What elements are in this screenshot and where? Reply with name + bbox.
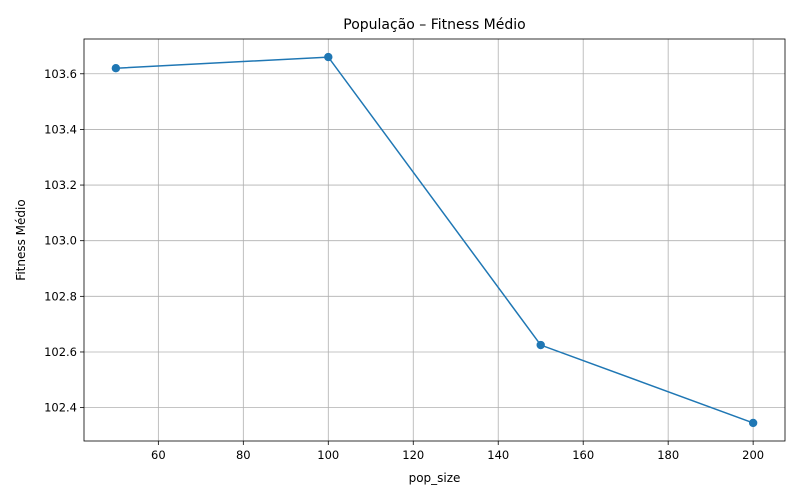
x-tick-label: 120: [402, 448, 424, 462]
x-tick-label: 100: [317, 448, 339, 462]
y-tick-label: 103.6: [44, 67, 77, 81]
plot-frame: [83, 38, 786, 442]
y-tick-label: 102.8: [44, 289, 77, 303]
data-point: [324, 52, 333, 62]
y-tick-label: 103.0: [44, 234, 77, 248]
data-point: [536, 340, 545, 350]
y-axis-label: Fitness Médio: [14, 199, 28, 280]
y-tick-label: 102.4: [44, 401, 77, 415]
y-tick-label: 103.2: [44, 178, 77, 192]
x-tick-label: 80: [236, 448, 251, 462]
grid: [84, 39, 785, 441]
y-tick-label: 102.6: [44, 345, 77, 359]
x-tick-label: 200: [742, 448, 764, 462]
x-axis-label: pop_size: [409, 471, 461, 485]
x-tick-label: 140: [487, 448, 509, 462]
data-point: [748, 418, 758, 428]
x-tick-label: 60: [151, 448, 166, 462]
y-tick-label: 103.4: [44, 122, 77, 136]
x-tick-label: 180: [657, 448, 679, 462]
series-group: [111, 52, 758, 428]
series-line: [115, 56, 754, 424]
x-tick-label: 160: [572, 448, 594, 462]
chart-title: População – Fitness Médio: [343, 17, 525, 33]
data-point: [111, 64, 121, 73]
ticks: 60 80 100 120 140 160 180 200 102.4 102.6 102.8 103…: [44, 67, 764, 462]
